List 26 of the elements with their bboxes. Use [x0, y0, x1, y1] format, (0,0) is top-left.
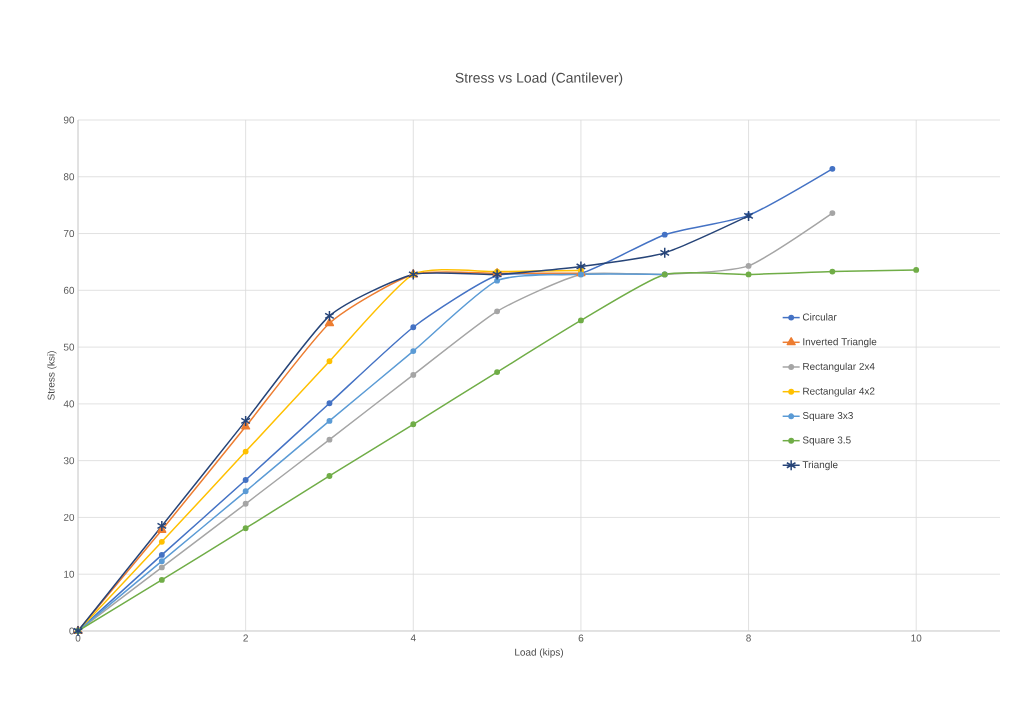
y-tick-label: 50 [63, 343, 75, 351]
x-tick-label: 4 [410, 634, 416, 642]
x-tick-label: 2 [243, 634, 248, 642]
y-tick-label: 40 [63, 400, 75, 408]
legend-label: Square 3.5 [802, 436, 851, 446]
y-tick-label: 30 [63, 457, 75, 465]
y-tick-label: 20 [63, 513, 75, 521]
legend-label: Circular [802, 313, 837, 321]
x-tick-label: 0 [75, 634, 81, 642]
legend-label: Square 3x3 [802, 412, 853, 422]
legend-label: Rectangular 2x4 [803, 362, 875, 372]
legend-label: Rectangular 4x2 [803, 387, 875, 397]
x-tick-label: 6 [578, 634, 584, 642]
legend-label: Inverted Triangle [803, 337, 877, 348]
y-tick-label: 80 [63, 173, 75, 181]
y-axis-title: Stress (ksi) [47, 351, 57, 400]
y-tick-label: 60 [63, 286, 75, 294]
y-tick-label: 0 [69, 627, 75, 635]
x-tick-label: 8 [746, 634, 751, 642]
y-tick-label: 70 [63, 230, 75, 238]
x-axis-title: Load (kips) [515, 648, 564, 658]
chart-title: Stress vs Load (Cantilever) [455, 72, 623, 86]
y-tick-label: 90 [63, 116, 75, 124]
x-tick-label: 10 [911, 634, 922, 642]
y-tick-label: 10 [64, 570, 75, 578]
legend-label: Triangle [802, 460, 838, 471]
